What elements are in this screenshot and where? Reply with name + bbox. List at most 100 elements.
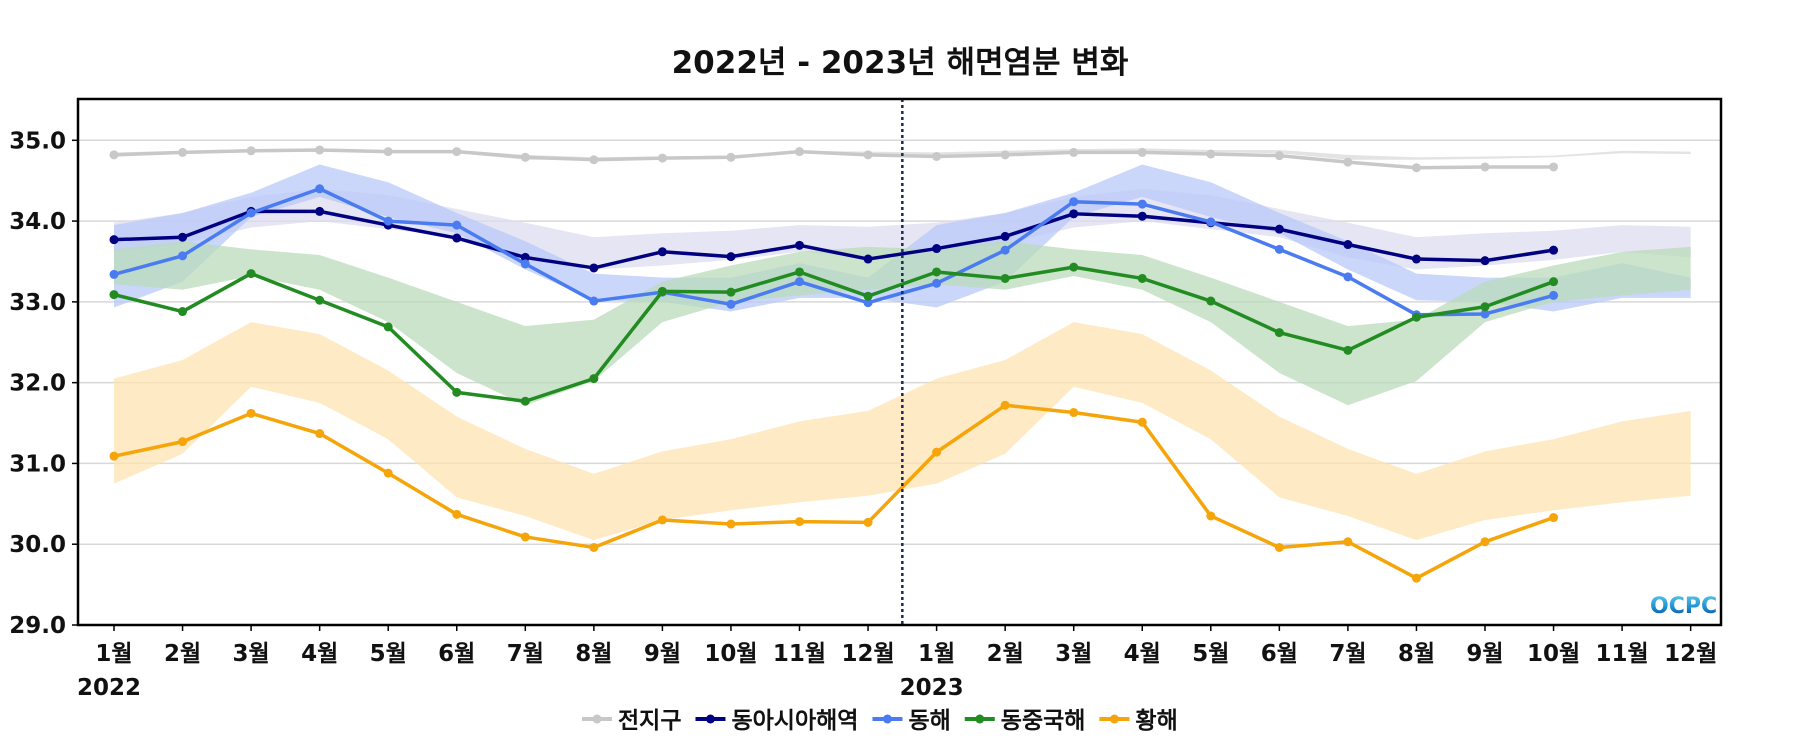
data-point: [1343, 345, 1353, 355]
year-label: 2022: [77, 675, 141, 701]
data-point: [109, 451, 119, 461]
plot-frame: [76, 97, 1723, 627]
legend-swatch-marker: [1109, 714, 1119, 724]
x-tick-label: 2월: [987, 641, 1024, 667]
data-point: [383, 322, 393, 332]
y-tick-label: 32.0: [9, 371, 66, 397]
chart-title: 2022년 - 2023년 해면염분 변화: [672, 45, 1129, 81]
x-tick-label: 6월: [1261, 641, 1298, 667]
legend-label: 동아시아해역: [731, 708, 858, 734]
data-point: [726, 299, 736, 309]
data-point: [589, 542, 599, 552]
series-황해: [109, 400, 1559, 583]
y-tick-label: 31.0: [9, 451, 66, 477]
data-point: [315, 184, 325, 194]
legend-item: 황해: [1099, 708, 1178, 734]
series-line: [113, 265, 1555, 403]
data-point: [178, 232, 188, 242]
y-tick-label: 30.0: [9, 532, 66, 558]
data-point: [315, 429, 325, 439]
data-point: [589, 374, 599, 384]
x-axis: 1월 2월 3월 4월 5월 6월 7월 8월 9월 10월 11월 12월 1월 2월 3월 4월 5월 6월 7…: [77, 625, 1717, 701]
data-point: [795, 240, 804, 250]
y-tick-label: 35.0: [9, 128, 66, 154]
data-point: [1000, 400, 1010, 410]
data-point: [1343, 272, 1353, 282]
series-동아시아해역: [109, 206, 1559, 273]
x-tick-label: 2월: [164, 641, 201, 667]
data-point: [1000, 245, 1010, 255]
legend-label: 동해: [908, 708, 950, 734]
data-point: [1000, 273, 1010, 283]
x-tick-label: 3월: [233, 641, 270, 667]
x-tick-label: 11월: [773, 641, 826, 667]
data-point: [383, 147, 393, 157]
data-point: [657, 247, 667, 257]
x-tick-label: 12월: [1664, 641, 1717, 667]
band-동중국해: [114, 241, 1691, 406]
series-line: [113, 209, 1554, 270]
data-point: [452, 233, 462, 243]
data-point: [932, 244, 942, 254]
data-point: [246, 269, 256, 279]
data-point: [1206, 296, 1216, 306]
data-point: [109, 235, 119, 245]
data-point: [1549, 162, 1559, 172]
data-point: [863, 517, 873, 527]
data-point: [1069, 147, 1079, 157]
data-point: [657, 153, 667, 163]
data-point: [795, 277, 804, 287]
x-tick-label: 5월: [370, 641, 407, 667]
x-tick-label: 5월: [1192, 641, 1229, 667]
data-point: [1343, 240, 1353, 250]
data-point: [109, 269, 119, 279]
x-tick-label: 11월: [1596, 641, 1649, 667]
data-point: [795, 267, 804, 277]
data-point: [452, 387, 462, 397]
data-point: [315, 295, 325, 305]
data-point: [657, 286, 667, 296]
x-tick-label: 7월: [507, 641, 544, 667]
legend-item: 전지구: [582, 708, 681, 734]
data-point: [1206, 149, 1216, 159]
data-point: [1549, 513, 1559, 523]
data-point: [1274, 244, 1284, 254]
data-point: [1343, 157, 1353, 167]
data-point: [1411, 312, 1421, 322]
data-point: [452, 509, 462, 519]
data-point: [589, 263, 599, 273]
legend-item: 동중국해: [964, 708, 1085, 734]
data-point: [1069, 262, 1079, 272]
data-point: [1549, 277, 1559, 287]
data-point: [1411, 163, 1421, 173]
data-point: [1000, 150, 1010, 160]
data-point: [246, 208, 256, 218]
data-point: [1480, 537, 1490, 547]
data-point: [932, 267, 942, 277]
data-point: [1069, 209, 1079, 219]
x-tick-label: 8월: [1398, 641, 1435, 667]
data-point: [1206, 217, 1216, 227]
data-point: [863, 254, 873, 264]
data-point: [109, 150, 119, 160]
year-label: 2023: [900, 675, 964, 701]
data-point: [932, 447, 942, 457]
legend-label: 전지구: [618, 708, 681, 734]
data-point: [863, 150, 873, 160]
legend-swatch-marker: [975, 714, 985, 724]
y-tick-label: 33.0: [9, 290, 66, 316]
x-tick-label: 1월: [95, 641, 132, 667]
data-point: [452, 147, 462, 157]
ocpc-logo: OCPC: [1650, 594, 1717, 619]
y-tick-label: 34.0: [9, 209, 66, 235]
data-point: [178, 147, 188, 157]
data-point: [1069, 408, 1079, 418]
legend-swatch-marker: [705, 714, 715, 724]
x-tick-label: 10월: [704, 641, 757, 667]
data-point: [1137, 211, 1147, 221]
data-point: [657, 515, 667, 525]
data-point: [520, 252, 530, 262]
legend: 전지구 동아시아해역 동해 동중국해 황해: [582, 708, 1178, 734]
data-point: [1137, 273, 1147, 283]
